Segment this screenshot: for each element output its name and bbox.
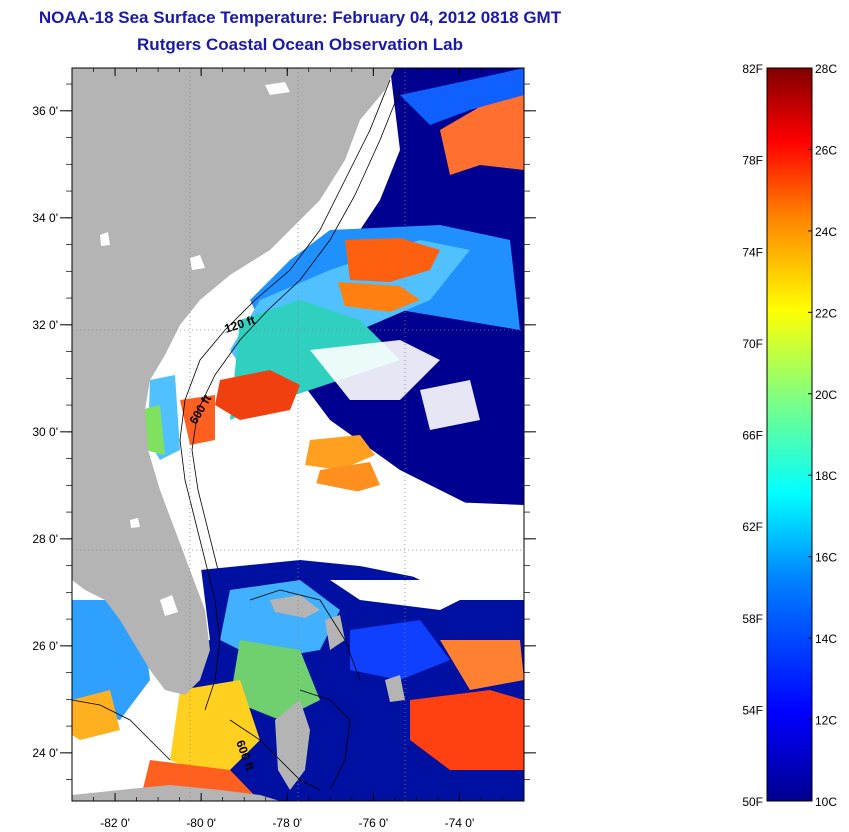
colorbar-fahrenheit-label: 74F: [742, 245, 763, 259]
colorbar-celsius-label: 16C: [815, 551, 837, 565]
lon-tick-label: -76 0': [359, 816, 389, 830]
map-axis-ticks: -82 0' -80 0' -78 0' -76 0' -74 0' 24 0' 26 0'…: [32, 68, 536, 830]
colorbar-celsius-label: 28C: [815, 62, 837, 76]
lat-tick-label: 34 0': [32, 211, 58, 225]
lat-tick-label: 24 0': [32, 746, 58, 760]
colorbar-fahrenheit-label: 70F: [742, 337, 763, 351]
lat-tick-label: 26 0': [32, 639, 58, 653]
colorbar-celsius-label: 22C: [815, 306, 837, 320]
lat-tick-label: 32 0': [32, 318, 58, 332]
colorbar-celsius-label: 24C: [815, 225, 837, 239]
bathymetry-contours: [72, 79, 401, 791]
map-frame: [71, 67, 525, 802]
colorbar-celsius-label: 26C: [815, 143, 837, 157]
lat-tick-label: 28 0': [32, 532, 58, 546]
lat-tick-label: 30 0': [32, 425, 58, 439]
colorbar-fahrenheit-label: 54F: [742, 703, 763, 717]
colorbar-celsius-label: 20C: [815, 388, 837, 402]
lat-tick-label: 36 0': [32, 104, 58, 118]
colorbar-gradient: [767, 68, 812, 801]
sst-field: [72, 68, 524, 801]
colorbar-celsius-label: 12C: [815, 714, 837, 728]
colorbar-celsius-label: 14C: [815, 632, 837, 646]
lon-tick-label: -80 0': [186, 816, 216, 830]
colorbar-fahrenheit-label: 82F: [742, 62, 763, 76]
map-panel: 120 ft 600 ft 600 ft: [72, 68, 524, 801]
colorbar: 82F 78F 74F 70F 66F 62F 58F 54F 50F 28C 26C 24C 22C 2…: [742, 62, 837, 809]
colorbar-celsius-label: 10C: [815, 795, 837, 809]
inland-lakes: [100, 82, 290, 616]
colorbar-fahrenheit-label: 66F: [742, 429, 763, 443]
colorbar-fahrenheit-label: 78F: [742, 154, 763, 168]
grid-lines: [72, 68, 524, 801]
colorbar-celsius-label: 18C: [815, 469, 837, 483]
colorbar-fahrenheit-label: 50F: [742, 795, 763, 809]
lon-tick-label: -82 0': [100, 816, 130, 830]
lon-tick-label: -78 0': [272, 816, 302, 830]
lon-tick-label: -74 0': [445, 816, 475, 830]
colorbar-ticks: 82F 78F 74F 70F 66F 62F 58F 54F 50F 28C 26C 24C 22C 2…: [742, 62, 837, 809]
map-title: NOAA-18 Sea Surface Temperature: Februar…: [38, 8, 562, 27]
land-mass: [72, 68, 405, 801]
colorbar-frame: [766, 67, 813, 802]
colorbar-fahrenheit-label: 58F: [742, 612, 763, 626]
colorbar-fahrenheit-label: 62F: [742, 520, 763, 534]
map-subtitle: Rutgers Coastal Ocean Observation Lab: [137, 35, 463, 54]
